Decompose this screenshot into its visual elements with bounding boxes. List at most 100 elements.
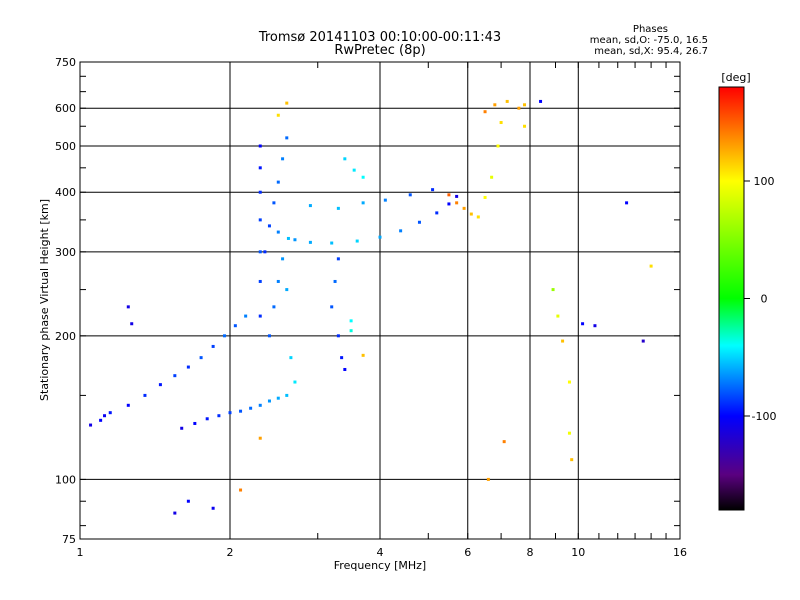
data-point <box>108 411 112 415</box>
data-point <box>205 417 209 421</box>
data-point <box>173 511 177 515</box>
data-point <box>158 383 162 387</box>
data-point <box>103 414 107 418</box>
data-point <box>276 279 280 283</box>
data-point <box>517 106 521 110</box>
data-point <box>308 240 312 244</box>
y-tick-label: 200 <box>55 330 76 343</box>
y-tick-label: 400 <box>55 186 76 199</box>
stats-line-x: mean, sd,X: 95.4, 26.7 <box>594 46 708 57</box>
data-point <box>258 279 262 283</box>
data-point <box>308 204 312 208</box>
data-point <box>343 367 347 371</box>
data-point <box>267 224 271 228</box>
data-point <box>276 180 280 184</box>
data-point <box>258 144 262 148</box>
data-point <box>355 239 359 243</box>
data-point <box>539 99 543 103</box>
data-point <box>285 393 289 397</box>
colorbar-tick-label: 0 <box>761 293 768 306</box>
data-point <box>649 264 653 268</box>
x-axis-tick-labels: 1 2 4 6 8 10 16 <box>77 546 688 559</box>
x-tick-label: 6 <box>464 546 471 559</box>
y-axis-tick-labels: 75 100 200 300 400 500 600 750 <box>55 56 76 546</box>
colorbar-tick-label: -100 <box>752 410 777 423</box>
data-point <box>143 393 147 397</box>
data-point <box>523 124 527 128</box>
data-point <box>276 396 280 400</box>
data-point <box>361 175 365 179</box>
data-point <box>281 257 285 261</box>
data-point <box>567 380 571 384</box>
data-point <box>199 356 203 360</box>
data-point <box>447 202 451 206</box>
data-point <box>340 356 344 360</box>
data-point <box>483 110 487 114</box>
data-point <box>593 324 597 328</box>
y-tick-label: 300 <box>55 246 76 259</box>
data-point <box>285 136 289 140</box>
data-point <box>336 257 340 261</box>
data-point <box>570 458 574 462</box>
data-point <box>625 201 629 205</box>
y-axis-label: Stationary phase Virtual Height [km] <box>38 199 51 401</box>
data-point <box>180 426 184 430</box>
y-tick-label: 500 <box>55 140 76 153</box>
data-point <box>431 188 435 192</box>
stats-heading: Phases <box>633 24 668 35</box>
data-points <box>89 99 653 515</box>
stats-line-o: mean, sd,O: -75.0, 16.5 <box>590 35 708 46</box>
data-point <box>258 218 262 222</box>
x-tick-label: 2 <box>227 546 234 559</box>
data-point <box>258 250 262 254</box>
data-point <box>99 418 103 422</box>
data-point <box>272 201 276 205</box>
data-point <box>343 157 347 161</box>
data-point <box>239 409 243 413</box>
y-tick-label: 75 <box>62 533 76 546</box>
data-point <box>336 206 340 210</box>
data-point <box>293 380 297 384</box>
data-point <box>186 365 190 369</box>
data-point <box>567 431 571 435</box>
y-tick-label: 100 <box>55 473 76 486</box>
data-point <box>490 175 494 179</box>
data-point <box>505 99 509 103</box>
data-point <box>267 334 271 338</box>
data-point <box>499 121 503 125</box>
data-point <box>267 399 271 403</box>
data-point <box>641 339 645 343</box>
data-point <box>186 499 190 503</box>
data-point <box>126 403 130 407</box>
data-point <box>258 190 262 194</box>
data-point <box>483 195 487 199</box>
data-point <box>263 250 267 254</box>
plot-area <box>79 61 681 540</box>
data-point <box>336 334 340 338</box>
data-point <box>89 423 93 427</box>
minor-ticks <box>79 62 681 539</box>
data-point <box>561 339 565 343</box>
data-point <box>417 220 421 224</box>
data-point <box>285 101 289 105</box>
data-point <box>361 353 365 357</box>
data-point <box>455 194 459 198</box>
data-point <box>378 235 382 239</box>
data-point <box>352 168 356 172</box>
x-tick-label: 8 <box>527 546 534 559</box>
data-point <box>469 212 473 216</box>
chart-title-line1: Tromsø 20141103 00:10:00-00:11:43 <box>258 30 501 45</box>
data-point <box>244 314 248 318</box>
data-point <box>330 241 334 245</box>
data-point <box>493 103 497 107</box>
chart-title-line2: RwPretec (8p) <box>334 43 425 58</box>
data-point <box>233 324 237 328</box>
data-point <box>496 144 500 148</box>
data-point <box>333 279 337 283</box>
grid-lines <box>80 62 680 539</box>
data-point <box>239 488 243 492</box>
colorbar-ticks: 100 0 -100 <box>744 175 776 423</box>
data-point <box>276 230 280 234</box>
data-point <box>349 329 353 333</box>
